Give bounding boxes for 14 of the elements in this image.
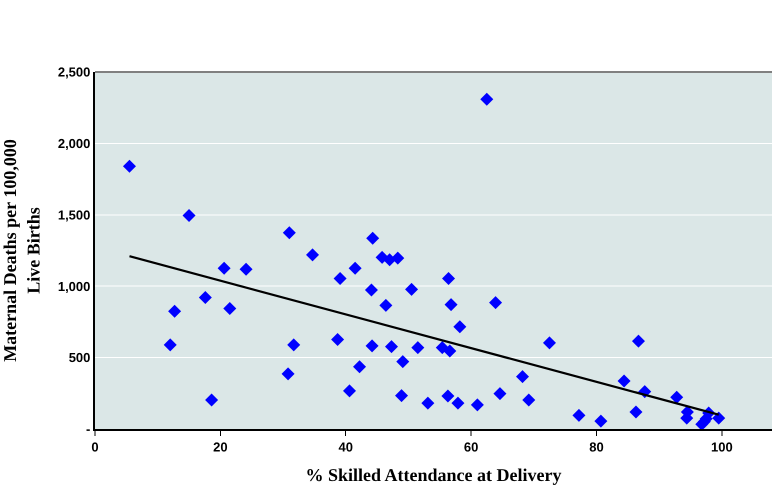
x-tick-label: 20 xyxy=(213,440,228,455)
y-tick-label: 1,000 xyxy=(58,278,90,294)
y-tick-label: 1,500 xyxy=(58,207,90,222)
x-tick-label: 40 xyxy=(338,440,353,455)
y-tick-label: 2,500 xyxy=(58,64,90,80)
x-tick-label: 100 xyxy=(711,440,733,455)
y-axis-title: Maternal Deaths per 100,000 Live Births xyxy=(0,139,44,362)
x-tick-label: 0 xyxy=(91,440,99,455)
y-tick-label: - xyxy=(86,422,90,437)
y-tick-label: 2,000 xyxy=(58,136,90,151)
y-tick-label: 500 xyxy=(68,350,90,366)
x-tick-label: 60 xyxy=(464,440,478,455)
x-tick-label: 80 xyxy=(589,440,604,455)
x-axis-title: % Skilled Attendance at Delivery xyxy=(306,465,562,486)
